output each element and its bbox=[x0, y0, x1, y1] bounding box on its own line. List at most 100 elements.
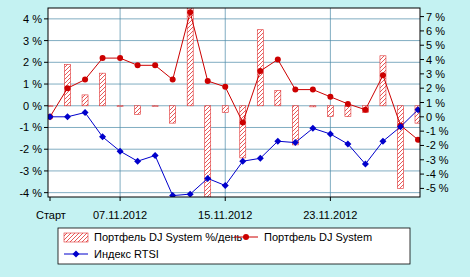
grid-line bbox=[48, 192, 420, 193]
bar bbox=[65, 64, 71, 105]
plot-area bbox=[48, 8, 420, 197]
grid-line bbox=[48, 18, 420, 19]
x-tick-label: 07.11.2012 bbox=[93, 209, 147, 221]
tick bbox=[420, 102, 424, 103]
tick bbox=[50, 197, 51, 201]
marker bbox=[415, 106, 421, 113]
y-tick-label: -3 % bbox=[19, 165, 42, 177]
marker bbox=[169, 192, 176, 197]
tick bbox=[420, 174, 424, 175]
tick bbox=[420, 145, 424, 146]
y2-tick-label: -2 % bbox=[426, 139, 449, 151]
bar bbox=[117, 105, 123, 107]
tick bbox=[44, 127, 48, 128]
marker bbox=[327, 94, 333, 100]
bar bbox=[310, 106, 316, 107]
marker bbox=[100, 55, 106, 61]
tick bbox=[44, 18, 48, 19]
tick bbox=[330, 197, 331, 201]
marker bbox=[152, 152, 159, 159]
marker bbox=[205, 78, 211, 84]
marker bbox=[99, 133, 106, 140]
y2-tick-label: -3 % bbox=[426, 154, 449, 166]
bar bbox=[240, 106, 246, 158]
marker bbox=[170, 77, 176, 83]
y-tick-label: -1 % bbox=[19, 121, 42, 133]
legend: Портфель DJ System %/день Портфель DJ Sys… bbox=[58, 228, 410, 264]
tick bbox=[420, 131, 424, 132]
tick bbox=[420, 159, 424, 160]
y-tick-label: 1 % bbox=[23, 78, 42, 90]
grid-line bbox=[48, 62, 420, 63]
marker bbox=[82, 109, 89, 116]
y2-tick-label: -5 % bbox=[426, 182, 449, 194]
x-tick-label: Старт bbox=[36, 209, 66, 221]
grid-line bbox=[48, 40, 420, 41]
plot-frame bbox=[48, 8, 420, 197]
legend-label: Портфель DJ System %/день bbox=[94, 231, 243, 243]
y2-tick-label: 2 % bbox=[426, 82, 445, 94]
marker bbox=[344, 141, 351, 148]
y2-tick-label: -4 % bbox=[426, 168, 449, 180]
bar bbox=[100, 73, 106, 106]
legend-label: Индекс RTSI bbox=[94, 248, 159, 260]
marker bbox=[187, 9, 193, 15]
bar bbox=[135, 106, 141, 115]
marker bbox=[257, 155, 264, 162]
bar bbox=[48, 105, 53, 107]
marker bbox=[187, 191, 194, 197]
marker bbox=[310, 87, 316, 93]
tick bbox=[44, 84, 48, 85]
y-tick-label: 4 % bbox=[23, 13, 42, 25]
marker bbox=[292, 87, 298, 93]
tick bbox=[420, 30, 424, 31]
y-tick-label: 2 % bbox=[23, 56, 42, 68]
marker bbox=[134, 158, 141, 165]
marker bbox=[117, 55, 123, 61]
y2-tick-label: 5 % bbox=[426, 39, 445, 51]
bar bbox=[82, 95, 88, 106]
y2-tick-label: 6 % bbox=[426, 25, 445, 37]
marker bbox=[48, 114, 53, 120]
marker bbox=[379, 138, 386, 145]
y2-tick-label: -1 % bbox=[426, 125, 449, 137]
chart: 4 %3 %2 %1 %0 %-1 %-2 %-3 %-4 %7 %6 %5 %… bbox=[0, 0, 470, 277]
marker bbox=[82, 77, 88, 83]
legend-box bbox=[58, 228, 410, 264]
bar bbox=[152, 105, 158, 107]
marker bbox=[65, 85, 71, 91]
marker bbox=[380, 72, 386, 78]
marker bbox=[222, 84, 228, 90]
bar bbox=[345, 106, 351, 117]
tick bbox=[44, 62, 48, 63]
marker bbox=[345, 101, 351, 107]
marker bbox=[117, 148, 124, 155]
y-tick-label: -2 % bbox=[19, 143, 42, 155]
grid-line bbox=[225, 8, 226, 197]
marker bbox=[309, 125, 316, 132]
grid-line bbox=[330, 8, 331, 197]
marker bbox=[397, 123, 404, 130]
x-tick-label: 23.11.2012 bbox=[303, 209, 357, 221]
marker bbox=[48, 113, 54, 120]
bar bbox=[205, 106, 211, 197]
marker bbox=[240, 120, 246, 126]
bar bbox=[275, 91, 281, 106]
marker bbox=[222, 182, 229, 189]
bar bbox=[362, 106, 368, 113]
line bbox=[50, 110, 418, 196]
tick bbox=[420, 45, 424, 46]
y2-tick-label: 0 % bbox=[426, 111, 445, 123]
marker bbox=[152, 62, 158, 68]
line bbox=[50, 12, 418, 139]
y2-tick-label: 3 % bbox=[426, 68, 445, 80]
legend-marker bbox=[243, 234, 249, 240]
grid-line bbox=[120, 8, 121, 197]
bar bbox=[222, 106, 228, 113]
plot-marks bbox=[48, 8, 420, 197]
legend-label: Портфель DJ System bbox=[264, 231, 372, 243]
grid-line bbox=[48, 170, 420, 171]
y-tick-label: -4 % bbox=[19, 187, 42, 199]
y2-tick-label: 1 % bbox=[426, 97, 445, 109]
marker bbox=[135, 62, 141, 68]
